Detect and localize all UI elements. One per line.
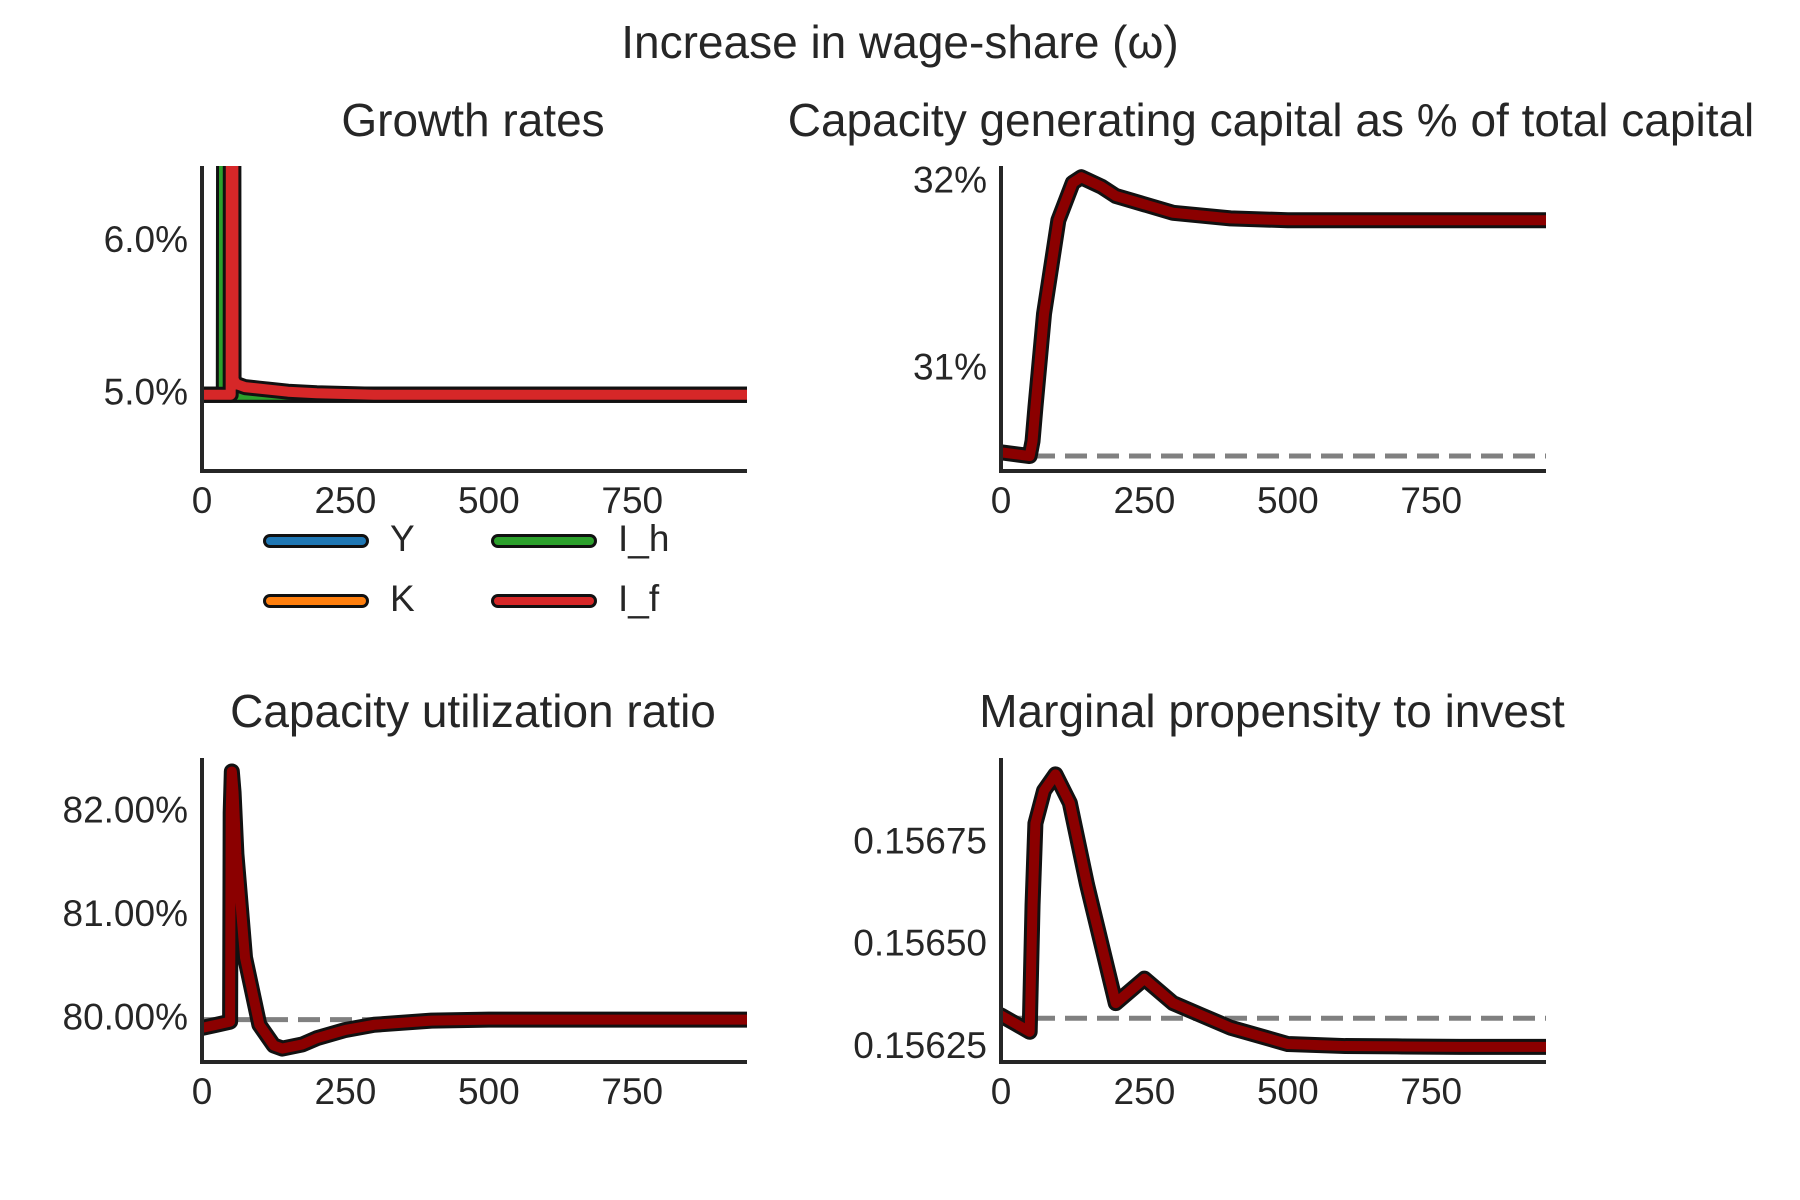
x-tick-label: 750	[601, 480, 663, 521]
x-tick-label: 250	[1114, 480, 1176, 521]
plot-area	[1001, 766, 1546, 1055]
x-tick-label: 500	[458, 1071, 520, 1112]
x-tick-label: 750	[601, 1071, 663, 1112]
y-tick-label: 32%	[913, 160, 987, 201]
y-tick-label: 6.0%	[104, 219, 188, 260]
y-tick-label: 0.15675	[853, 821, 987, 862]
y-tick-label: 81.00%	[63, 893, 189, 934]
y-tick-label: 82.00%	[63, 790, 189, 831]
data-line	[202, 166, 747, 400]
y-tick-label: 5.0%	[104, 372, 188, 413]
y-tick-label: 0.15650	[853, 923, 987, 964]
figure-title: Increase in wage-share (ω)	[621, 16, 1178, 68]
x-tick-label: 0	[991, 1071, 1012, 1112]
line-outline	[1001, 766, 1546, 1055]
x-tick-label: 250	[1114, 1071, 1176, 1112]
y-tick-label: 80.00%	[63, 996, 189, 1037]
x-tick-label: 0	[192, 480, 213, 521]
x-tick-label: 250	[315, 480, 377, 521]
y-tick-label: 0.15625	[853, 1025, 987, 1066]
x-tick-label: 750	[1400, 480, 1462, 521]
data-line	[1001, 172, 1546, 462]
data-line	[1001, 769, 1546, 1052]
subplot-title: Capacity generating capital as % of tota…	[788, 94, 1755, 146]
legend-label: I_h	[618, 518, 669, 559]
x-tick-label: 750	[1400, 1071, 1462, 1112]
legend-label: K	[390, 578, 415, 619]
plot-area	[202, 763, 747, 1057]
subplot-title: Capacity utilization ratio	[230, 685, 716, 737]
legend-label: I_f	[618, 578, 660, 619]
x-tick-label: 500	[1257, 1071, 1319, 1112]
x-tick-label: 500	[458, 480, 520, 521]
subplot-title: Growth rates	[341, 94, 604, 146]
x-tick-label: 0	[991, 480, 1012, 521]
legend-label: Y	[390, 518, 415, 559]
x-tick-label: 250	[315, 1071, 377, 1112]
data-line	[202, 766, 747, 1054]
plot-area	[202, 166, 747, 403]
y-tick-label: 31%	[913, 347, 987, 388]
line-outline	[202, 763, 747, 1057]
x-tick-label: 500	[1257, 480, 1319, 521]
x-tick-label: 0	[192, 1071, 213, 1112]
plot-area	[1001, 169, 1546, 465]
subplot-title: Marginal propensity to invest	[979, 685, 1565, 737]
